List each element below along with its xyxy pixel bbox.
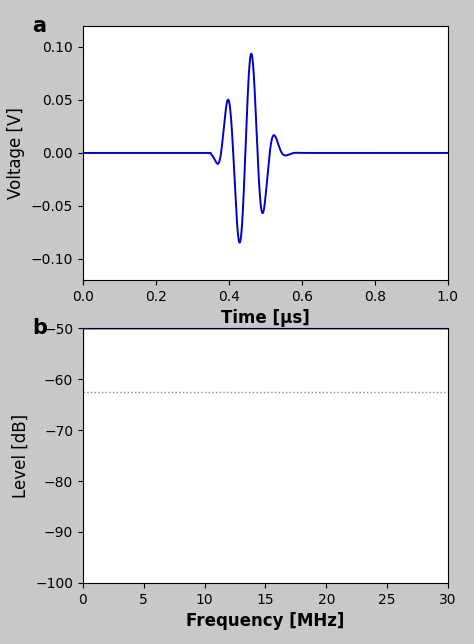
Text: b: b xyxy=(32,318,47,338)
X-axis label: Frequency [MHz]: Frequency [MHz] xyxy=(186,612,345,630)
Y-axis label: Level [dB]: Level [dB] xyxy=(12,413,30,498)
Text: a: a xyxy=(32,15,46,35)
Y-axis label: Voltage [V]: Voltage [V] xyxy=(7,107,25,199)
X-axis label: Time [µs]: Time [µs] xyxy=(221,309,310,327)
